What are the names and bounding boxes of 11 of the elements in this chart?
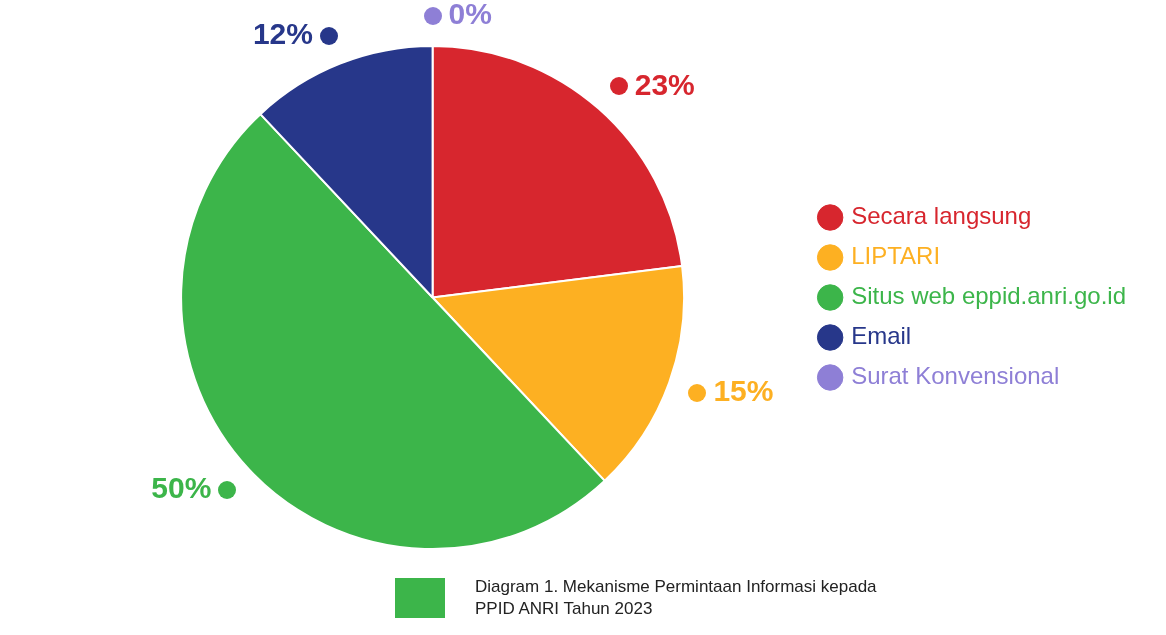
legend-label: Secara langsung	[851, 202, 1032, 230]
data-label: 12%	[252, 17, 313, 51]
legend-label: Email	[851, 322, 912, 350]
text: Diagram 1. Mekanisme Permintaan Informasi kepada PPID ANRI Tahun 2023	[475, 576, 878, 620]
data-label: 50%	[151, 471, 212, 505]
text: 0%	[448, 0, 492, 31]
legend-label: LIPTARI	[851, 242, 941, 270]
legend-label: Situs web eppid.anri.go.id	[851, 282, 1126, 310]
legend-label: Surat Konvensional	[851, 362, 1060, 390]
data-label: 15%	[713, 374, 774, 408]
data-label: 23%	[634, 67, 695, 101]
